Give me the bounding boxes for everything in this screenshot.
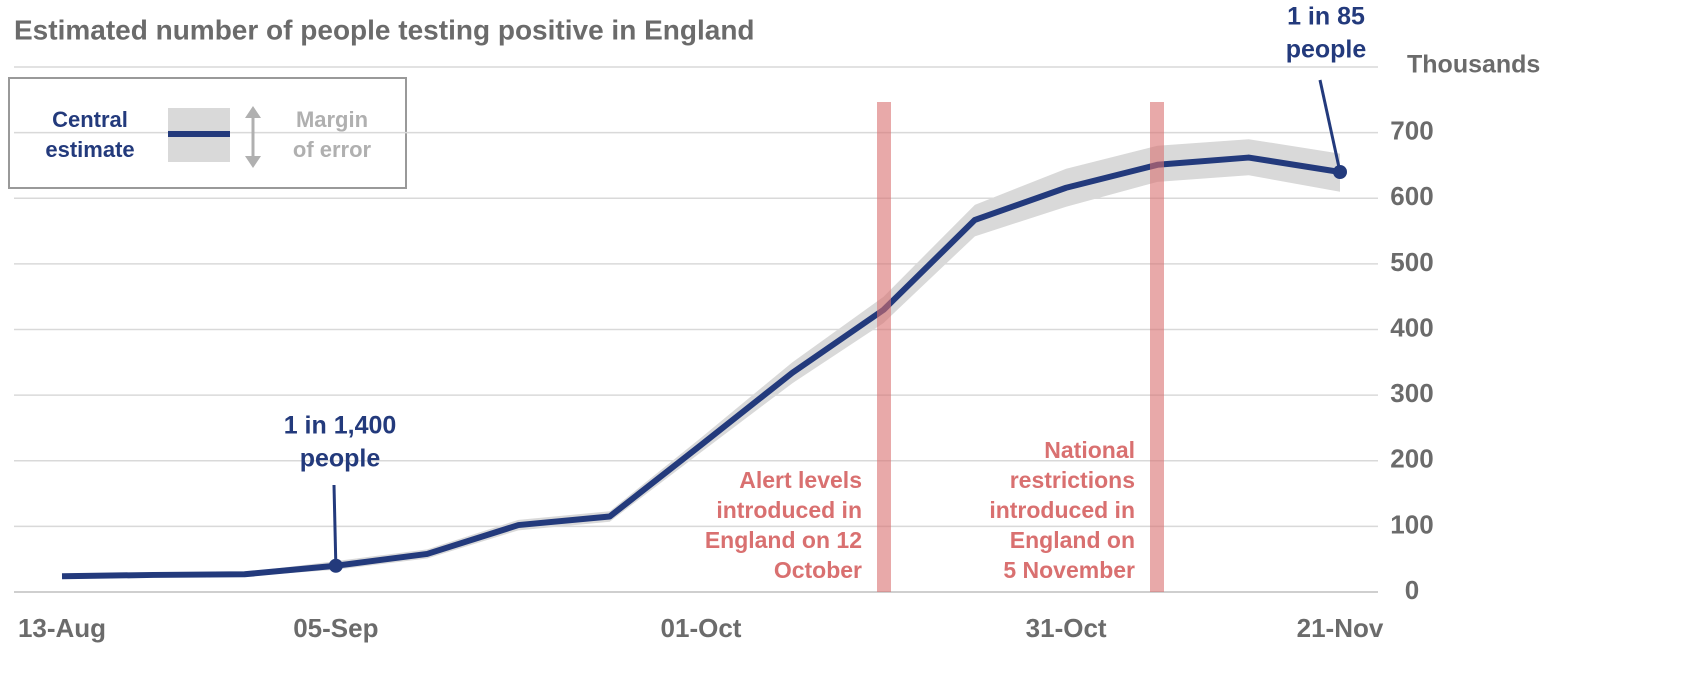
x-tick-label: 13-Aug — [18, 613, 106, 643]
x-tick-label: 01-Oct — [661, 613, 742, 643]
y-tick-label: 500 — [1390, 247, 1433, 277]
event-label: England on 12 — [705, 527, 862, 553]
annotation-leader — [1318, 79, 1342, 173]
margin-band — [62, 139, 1340, 579]
y-tick-label: 0 — [1405, 575, 1419, 605]
chart-title: Estimated number of people testing posit… — [14, 14, 755, 45]
y-axis-label: Thousands — [1407, 51, 1540, 79]
annotation-text: people — [300, 445, 381, 473]
event-label: introduced in — [716, 497, 862, 523]
event-line — [1150, 102, 1164, 592]
x-tick-label: 31-Oct — [1026, 613, 1107, 643]
y-tick-label: 200 — [1390, 444, 1433, 474]
x-tick-label: 05-Sep — [293, 613, 378, 643]
legend-margin: Margin of error — [292, 107, 372, 162]
annotation-text: 1 in 1,400 — [284, 412, 397, 440]
annotation-leader — [332, 484, 338, 566]
x-tick-label: 21-Nov — [1297, 613, 1384, 643]
y-tick-label: 600 — [1390, 181, 1433, 211]
event-label: 5 November — [1003, 557, 1135, 583]
annotation-text: 1 in 85 — [1287, 3, 1365, 31]
annotation-dot — [1333, 165, 1347, 179]
event-label: introduced in — [989, 497, 1135, 523]
event-label: National — [1044, 437, 1135, 463]
y-tick-label: 400 — [1390, 312, 1433, 342]
event-label: England on — [1010, 527, 1135, 553]
event-label: Alert levels — [739, 467, 862, 493]
event-label: restrictions — [1010, 467, 1135, 493]
annotation-text: people — [1286, 36, 1367, 64]
event-label: October — [774, 557, 862, 583]
central-line — [61, 154, 1341, 580]
y-tick-label: 700 — [1390, 116, 1433, 146]
legend-central: Central estimate — [45, 107, 135, 162]
y-tick-label: 300 — [1390, 378, 1433, 408]
annotation-dot — [328, 558, 343, 573]
y-tick-label: 100 — [1390, 509, 1433, 539]
event-line — [877, 102, 891, 592]
